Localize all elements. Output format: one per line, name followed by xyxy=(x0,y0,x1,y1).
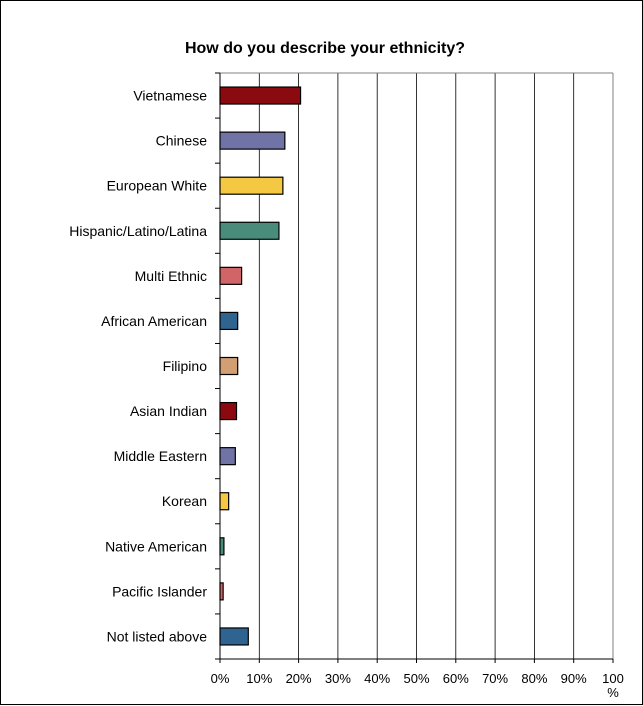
x-tick-label: 90% xyxy=(561,671,587,686)
category-label: Chinese xyxy=(156,133,208,149)
bar-middle-eastern xyxy=(219,447,236,466)
x-tick-label: 10% xyxy=(246,671,272,686)
x-tick-label: 40% xyxy=(364,671,390,686)
bar-korean xyxy=(219,492,230,511)
bar-not-listed-above xyxy=(219,627,249,646)
category-label: Asian Indian xyxy=(130,403,207,419)
bars xyxy=(219,86,302,646)
category-label: Vietnamese xyxy=(133,88,207,104)
category-label: African American xyxy=(101,313,207,329)
x-tick-label: 70% xyxy=(482,671,508,686)
category-label: Pacific Islander xyxy=(112,583,207,599)
category-label: Not listed above xyxy=(107,628,208,644)
bar-multi-ethnic xyxy=(219,266,243,285)
axes xyxy=(215,72,614,663)
bar-chinese xyxy=(219,131,286,150)
x-tick-label: 80% xyxy=(521,671,547,686)
bar-asian-indian xyxy=(219,401,238,421)
category-label: Filipino xyxy=(163,358,208,374)
x-tick-labels: 0% 10% 20% 30% 40% 50% 60% 70% 80% 90% 100% xyxy=(211,671,624,700)
category-label: European White xyxy=(107,178,208,194)
bar-hispanic-latino-latina xyxy=(219,221,280,240)
bar-vietnamese xyxy=(219,86,302,105)
bar-european-white xyxy=(219,176,284,195)
grid-lines xyxy=(219,73,614,659)
x-tick-label: 50% xyxy=(403,671,429,686)
bar-pacific-islander xyxy=(219,582,224,601)
category-label: Native American xyxy=(105,538,207,554)
category-label: Hispanic/Latino/Latina xyxy=(69,223,207,239)
x-tick-label: 20% xyxy=(286,671,312,686)
bar-native-american xyxy=(219,537,225,556)
category-labels: Vietnamese Chinese European White Hispanic/… xyxy=(69,88,207,645)
x-tick-label: 60% xyxy=(443,671,469,686)
x-tick-label: 100% xyxy=(602,671,624,700)
category-label: Multi Ethnic xyxy=(135,268,207,284)
category-label: Middle Eastern xyxy=(114,448,207,464)
chart-title: How do you describe your ethnicity? xyxy=(185,40,465,57)
x-tick-label: 0% xyxy=(211,671,230,686)
bar-african-american xyxy=(219,311,239,331)
x-tick-label: 30% xyxy=(325,671,351,686)
category-label: Korean xyxy=(162,493,207,509)
bar-filipino xyxy=(219,356,239,376)
